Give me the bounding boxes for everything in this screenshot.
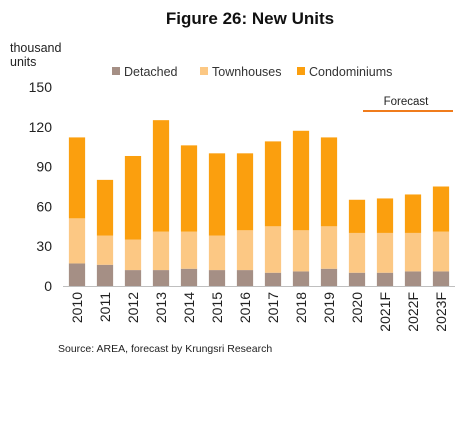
bar-townhouses-2014 <box>180 231 198 269</box>
bar-detached-2018 <box>292 271 310 286</box>
x-tick-label: 2023F <box>433 292 449 332</box>
x-tick-label: 2010 <box>69 292 85 323</box>
bar-townhouses-2019 <box>320 226 338 269</box>
forecast-label: Forecast <box>384 96 430 108</box>
bar-detached-2017 <box>264 272 282 286</box>
y-tick-label: 0 <box>44 278 52 294</box>
bar-detached-2023f <box>432 271 450 286</box>
bar-condominiums-2013 <box>152 120 170 232</box>
bar-condominiums-2021f <box>376 198 394 233</box>
x-tick-label: 2016 <box>237 292 253 323</box>
bar-townhouses-2010 <box>68 218 86 264</box>
bar-detached-2011 <box>96 264 114 286</box>
y-tick-label: 60 <box>36 198 52 214</box>
y-tick-label: 150 <box>29 79 53 95</box>
bar-condominiums-2010 <box>68 137 86 219</box>
y-axis: 0 30 60 90 120 150 <box>29 79 53 294</box>
x-tick-label: 2020 <box>349 292 365 323</box>
bar-detached-2021f <box>376 272 394 286</box>
x-tick-label: 2012 <box>125 292 141 323</box>
legend-label-detached: Detached <box>124 65 178 79</box>
bar-condominiums-2022f <box>404 194 422 233</box>
x-tick-label: 2013 <box>153 292 169 323</box>
bar-detached-2013 <box>152 270 170 286</box>
x-tick-label: 2015 <box>209 292 225 323</box>
bar-detached-2012 <box>124 270 142 286</box>
bar-condominiums-2011 <box>96 179 114 236</box>
bar-townhouses-2021f <box>376 232 394 273</box>
bar-condominiums-2023f <box>432 186 450 232</box>
bar-detached-2010 <box>68 263 86 286</box>
x-axis: 2010 2011 2012 2013 2014 2015 2016 2017 2018 2019… <box>69 292 449 332</box>
y-tick-label: 90 <box>36 159 52 175</box>
bar-townhouses-2017 <box>264 226 282 273</box>
bar-condominiums-2018 <box>292 130 310 231</box>
x-tick-label: 2017 <box>265 292 281 323</box>
x-tick-label: 2019 <box>321 292 337 323</box>
legend-swatch-condominiums <box>297 67 305 75</box>
bar-detached-2015 <box>208 270 226 286</box>
legend-label-condominiums: Condominiums <box>309 65 392 79</box>
bar-detached-2019 <box>320 268 338 286</box>
bar-townhouses-2012 <box>124 239 142 271</box>
bar-condominiums-2012 <box>124 155 142 240</box>
bar-condominiums-2014 <box>180 145 198 232</box>
y-axis-unit-line1: thousand <box>10 41 61 55</box>
bars <box>68 120 450 286</box>
x-tick-label: 2014 <box>181 292 197 323</box>
chart-title: Figure 26: New Units <box>166 9 334 28</box>
bar-townhouses-2013 <box>152 231 170 271</box>
bar-townhouses-2022f <box>404 232 422 272</box>
bar-condominiums-2020 <box>348 199 366 233</box>
bar-townhouses-2015 <box>208 235 226 271</box>
legend-label-townhouses: Townhouses <box>212 65 282 79</box>
bar-townhouses-2018 <box>292 230 310 272</box>
bar-townhouses-2011 <box>96 235 114 265</box>
legend-swatch-townhouses <box>200 67 208 75</box>
x-tick-label: 2022F <box>405 292 421 332</box>
y-tick-label: 120 <box>29 119 53 135</box>
x-tick-label: 2021F <box>377 292 393 332</box>
forecast-annotation: Forecast <box>363 96 453 112</box>
bar-townhouses-2020 <box>348 232 366 273</box>
bar-detached-2016 <box>236 270 254 286</box>
bar-condominiums-2019 <box>320 137 338 227</box>
bar-detached-2022f <box>404 271 422 286</box>
x-tick-label: 2011 <box>97 292 113 322</box>
y-axis-unit-line2: units <box>10 55 36 69</box>
bar-townhouses-2016 <box>236 230 254 271</box>
source-note: Source: AREA, forecast by Krungsri Resea… <box>58 343 272 355</box>
x-tick-label: 2018 <box>293 292 309 323</box>
legend-swatch-detached <box>112 67 120 75</box>
bar-detached-2020 <box>348 272 366 286</box>
bar-condominiums-2015 <box>208 153 226 236</box>
bar-detached-2014 <box>180 268 198 286</box>
legend: Detached Townhouses Condominiums <box>112 65 392 79</box>
y-tick-label: 30 <box>36 238 52 254</box>
bar-condominiums-2016 <box>236 153 254 231</box>
bar-condominiums-2017 <box>264 141 282 227</box>
bar-townhouses-2023f <box>432 231 450 272</box>
